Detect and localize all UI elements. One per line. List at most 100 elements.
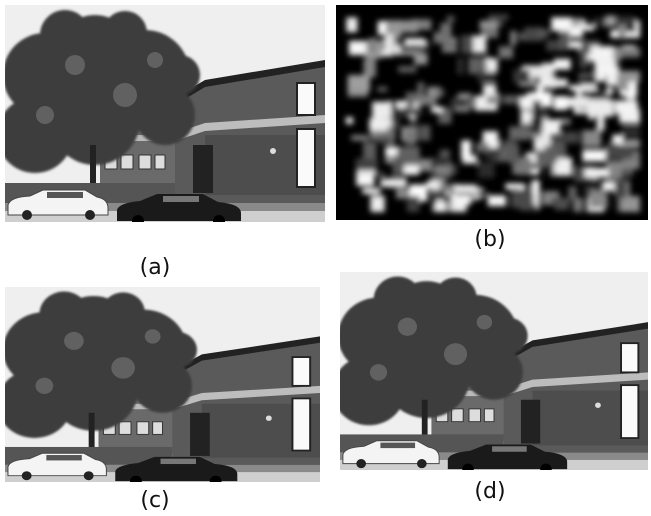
noise-blob [510, 31, 516, 45]
noise-blob [554, 59, 571, 70]
noise-blob [406, 102, 414, 107]
noise-blob [358, 170, 376, 175]
noise-blob [488, 14, 508, 20]
noise-blob [419, 125, 430, 140]
noise-blob [566, 97, 588, 107]
noise-blob [420, 159, 431, 171]
noise-blob [385, 147, 397, 155]
noise-blob [573, 198, 583, 212]
noise-blob [537, 84, 544, 96]
noise-blob [436, 201, 445, 212]
noise-blob [442, 41, 456, 49]
noise-blob [451, 165, 457, 174]
noise-blob [513, 69, 529, 83]
noise-blob [545, 146, 557, 164]
noise-blob [440, 23, 451, 41]
noise-blob [621, 159, 640, 169]
noise-blob [562, 132, 579, 144]
noise-blob [436, 166, 451, 174]
noise-blob [346, 117, 353, 124]
noise-blob [363, 142, 376, 160]
noise-blob [589, 193, 608, 208]
noise-blob [477, 72, 495, 82]
noise-blob [346, 17, 357, 32]
page: (a) (b) (c) (d) (() => { const data = JS… [0, 0, 651, 516]
noise-blob [615, 100, 637, 113]
noise-blob [568, 186, 577, 199]
noise-blob [458, 93, 472, 98]
noise-blob [618, 47, 640, 57]
noise-blob [621, 196, 640, 212]
noise-blob [372, 102, 391, 118]
noise-blob [461, 140, 471, 159]
noise-blob [511, 191, 533, 207]
noise-blob [476, 143, 489, 152]
noise-blob [483, 84, 496, 96]
panel-label: (c) [140, 488, 169, 513]
noise-blob [380, 179, 403, 186]
noise-blob [606, 88, 613, 95]
panel-label: (b) [474, 227, 505, 252]
noise-blob [431, 107, 442, 113]
noise-blob [581, 77, 596, 85]
noise-blob [532, 101, 542, 111]
noise-blob [555, 200, 569, 210]
photo-result-d [332, 272, 648, 475]
noise-blob [473, 36, 486, 53]
noise-blob [559, 31, 570, 50]
noise-blob [370, 196, 384, 212]
noise-blob [377, 87, 387, 92]
noise-blob [498, 20, 504, 26]
noise-blob [622, 126, 640, 142]
noise-blob [503, 95, 520, 104]
noise-blob [392, 160, 404, 175]
photo-original [0, 5, 325, 227]
noise-blob [378, 172, 385, 177]
noise-blob [605, 15, 616, 26]
noise-blob [455, 196, 471, 206]
noise-blob [447, 16, 455, 23]
noise-blob [406, 130, 415, 144]
noise-blob [547, 165, 553, 177]
panel-label: (d) [474, 479, 505, 504]
noise-blob [542, 63, 552, 80]
noise-blob [544, 79, 567, 87]
noise-blob [617, 75, 629, 91]
noise-blob [426, 181, 439, 188]
noise-blob [468, 57, 484, 74]
figure: (a) (b) (c) (d) [0, 0, 651, 516]
noise-blob [485, 58, 497, 72]
noise-blob [400, 20, 418, 32]
noise-blob [520, 96, 533, 109]
noise-blob [348, 75, 370, 91]
noise-blob [364, 59, 376, 77]
noise-blob [588, 100, 610, 108]
noise-blob [543, 119, 561, 135]
noise-blob [385, 34, 393, 51]
noise-blob [505, 183, 523, 189]
noise-blob [585, 168, 609, 178]
noise-blob [398, 66, 416, 72]
noise-blob [582, 150, 606, 162]
noise-blob [560, 118, 571, 125]
noise-blob [407, 196, 420, 212]
noise-blob [609, 143, 633, 159]
noise-blob [621, 170, 631, 177]
noise-blob [577, 25, 594, 31]
noise-blob [531, 112, 543, 121]
noise-blob [466, 101, 472, 108]
noise-blob [400, 44, 424, 54]
noise-blob [554, 96, 568, 110]
noise-blob [480, 21, 498, 30]
noise-blob [591, 46, 613, 62]
noise-blob [369, 38, 377, 52]
noise-blob [538, 29, 549, 37]
noise-blob [618, 25, 626, 39]
noise-map [336, 5, 648, 220]
noise-blob [417, 82, 424, 92]
noise-blob [593, 18, 605, 28]
noise-blob [509, 126, 530, 140]
photo-result-c [0, 287, 320, 486]
panel-label: (a) [140, 255, 171, 280]
noise-blob [367, 188, 373, 194]
